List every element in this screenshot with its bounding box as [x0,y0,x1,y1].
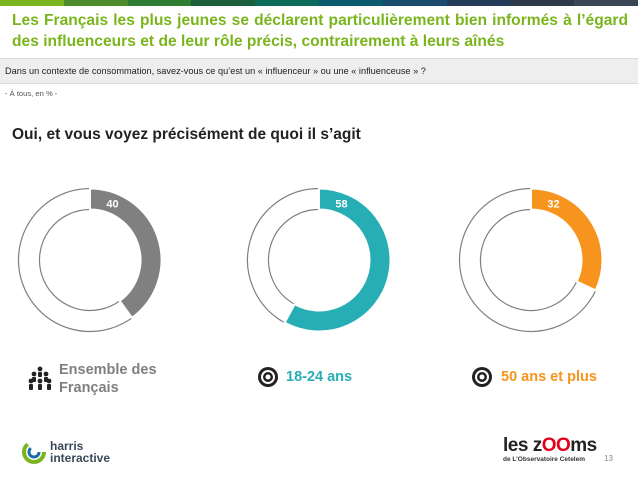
harris-text-line1: harris [50,439,84,453]
donut-value-label: 32 [547,198,559,210]
donut-value-segment [529,187,604,292]
zooms-oo: OO [541,435,571,456]
top-color-bar [0,0,638,6]
crowd-icon [28,366,52,390]
donut-remainder-segment [246,187,320,324]
les-zooms-logo: les zOOms de L’Observatoire Cetelem [503,435,597,464]
top-bar-segment [0,0,64,6]
donut-value-segment [283,187,392,333]
group-label: 50 ans et plus [501,369,597,385]
target-icon [258,367,278,387]
donut-remainder-segment [17,187,133,333]
top-bar-segment [318,0,383,6]
donut-value-label: 40 [106,198,118,210]
question-banner: Dans un contexte de consommation, savez-… [0,58,638,84]
harris-swirl-icon [22,440,46,464]
donut-remainder-segment [458,187,597,333]
page-number: 13 [604,454,613,463]
chart-subtitle: Oui, et vous voyez précisément de quoi i… [12,126,361,143]
group-ensemble: Ensemble des Français [28,361,157,397]
top-bar-segment [255,0,319,6]
donut-charts: 40 58 32 [17,187,604,333]
target-icon [472,367,492,387]
group-label: 18-24 ans [286,369,353,385]
base-note: - À tous, en % - [5,89,58,98]
top-bar-segment [574,0,638,6]
group-50-plus: 50 ans et plus [471,366,597,388]
zooms-pre: les z [503,435,542,456]
top-bar-segment [127,0,192,6]
zooms-post: ms [570,435,597,456]
top-bar-segment [446,0,511,6]
harris-text-line2: interactive [50,451,111,465]
top-bar-segment [63,0,128,6]
zooms-subtitle: de L’Observatoire Cetelem [503,456,586,463]
group-18-24: 18-24 ans [257,366,352,388]
top-bar-segment [191,0,256,6]
page-title: Les Français les plus jeunes se déclaren… [12,12,628,50]
top-bar-segment [382,0,447,6]
top-bar-segment [510,0,575,6]
harris-interactive-logo: harris interactive [22,440,110,464]
donut-value-label: 58 [335,198,347,210]
group-label-line1: Ensemble des [59,362,157,378]
group-label-line2: Français [59,380,119,396]
donut-value-segment [88,187,163,320]
